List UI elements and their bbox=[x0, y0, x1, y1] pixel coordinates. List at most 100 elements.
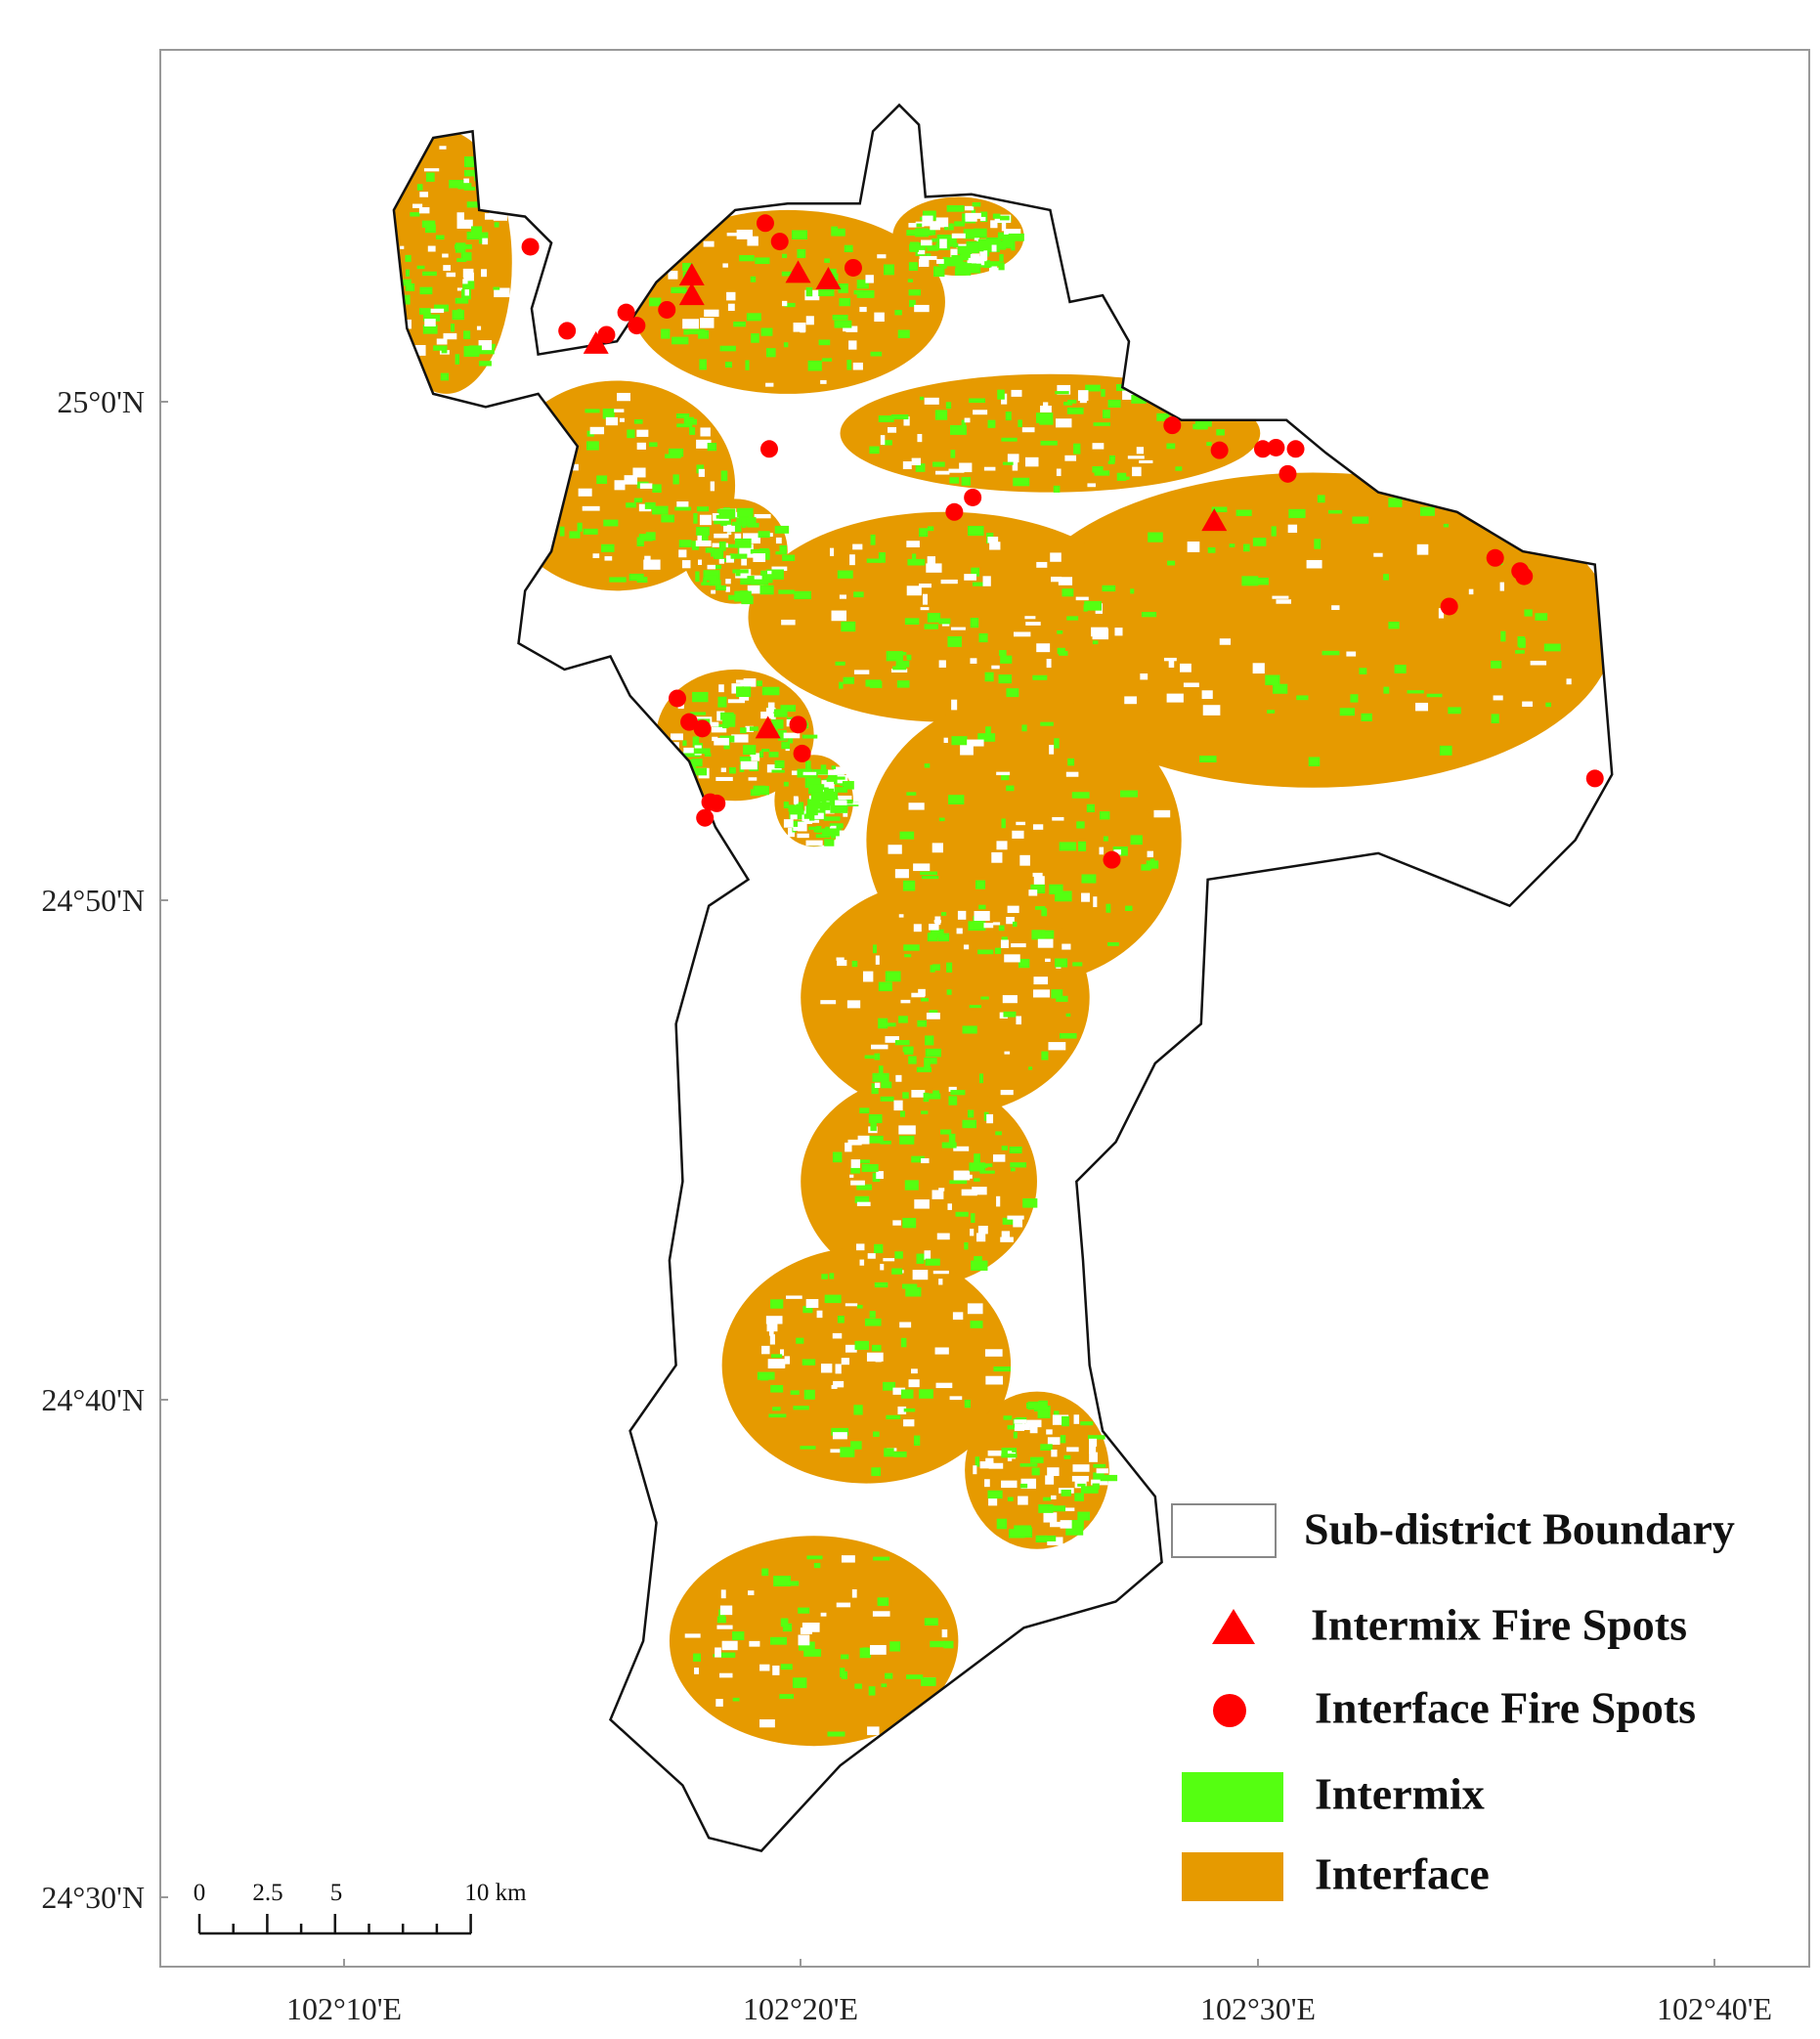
intermix-patch bbox=[1276, 599, 1292, 604]
intermix-patch bbox=[789, 808, 804, 820]
intermix-patch bbox=[874, 1082, 881, 1089]
intermix-patch bbox=[904, 1180, 919, 1191]
intermix-patch bbox=[1124, 696, 1137, 705]
intermix-patch bbox=[596, 475, 608, 485]
interface-fire-spot bbox=[617, 303, 635, 322]
gap bbox=[400, 294, 411, 305]
intermix-patch bbox=[768, 1413, 787, 1418]
intermix-patch bbox=[1031, 1467, 1040, 1476]
gap bbox=[842, 781, 854, 790]
intermix-patch bbox=[736, 686, 752, 698]
intermix-patch bbox=[1518, 637, 1526, 648]
intermix-patch bbox=[743, 533, 761, 544]
gap bbox=[835, 1364, 842, 1374]
gap bbox=[745, 360, 750, 370]
intermix-patch bbox=[1003, 1415, 1013, 1420]
intermix-patch bbox=[895, 1074, 902, 1082]
gap bbox=[1019, 1483, 1028, 1489]
intermix-patch bbox=[1093, 1472, 1105, 1483]
intermix-patch bbox=[859, 306, 867, 313]
intermix-patch bbox=[718, 508, 736, 519]
gap bbox=[866, 1352, 884, 1362]
intermix-patch bbox=[1003, 1011, 1017, 1018]
gap bbox=[862, 971, 874, 982]
gap bbox=[1086, 803, 1095, 813]
gap bbox=[853, 591, 864, 598]
gap bbox=[804, 777, 821, 789]
longitude-label: 102°40'E bbox=[1657, 1991, 1772, 2026]
interface-fire-spot bbox=[1103, 850, 1121, 869]
intermix-patch bbox=[1019, 854, 1030, 866]
intermix-patch bbox=[851, 960, 858, 968]
intermix-patch bbox=[1074, 1493, 1084, 1501]
intermix-patch bbox=[980, 996, 989, 1000]
gap bbox=[806, 1555, 823, 1560]
gap bbox=[790, 1390, 800, 1395]
intermix-patch bbox=[665, 454, 681, 458]
intermix-patch bbox=[906, 586, 922, 596]
intermix-patch bbox=[748, 777, 758, 781]
gap bbox=[1015, 1423, 1030, 1430]
gap bbox=[781, 619, 796, 626]
intermix-patch bbox=[951, 699, 958, 711]
intermix-patch bbox=[1131, 394, 1147, 404]
intermix-patch bbox=[920, 239, 932, 246]
intermix-patch bbox=[1207, 546, 1216, 553]
gap bbox=[975, 1456, 980, 1467]
intermix-patch bbox=[969, 398, 985, 404]
intermix-patch bbox=[1045, 1475, 1055, 1485]
intermix-patch bbox=[955, 261, 968, 270]
intermix-patch bbox=[585, 409, 600, 413]
gap bbox=[841, 621, 856, 632]
intermix-patch bbox=[831, 226, 839, 237]
intermix-patch bbox=[853, 289, 864, 295]
gap bbox=[805, 1299, 819, 1309]
gap bbox=[1039, 419, 1054, 425]
intermix-patch bbox=[1060, 1520, 1072, 1529]
intermix-patch bbox=[926, 563, 942, 573]
intermix-patch bbox=[1043, 1512, 1058, 1523]
intermix-patch bbox=[727, 716, 736, 727]
intermix-patch bbox=[759, 1719, 775, 1728]
intermix-patch bbox=[824, 788, 835, 799]
intermix-patch bbox=[812, 768, 829, 775]
gap bbox=[661, 514, 674, 523]
intermix-patch bbox=[774, 525, 790, 534]
gap bbox=[767, 1359, 785, 1368]
gap bbox=[845, 1344, 857, 1353]
gap bbox=[916, 1253, 925, 1264]
gap bbox=[857, 1304, 863, 1309]
interface-fire-spot bbox=[789, 716, 807, 734]
intermix-patch bbox=[1006, 688, 1019, 698]
gap bbox=[873, 1556, 890, 1561]
intermix-patch bbox=[1439, 745, 1452, 756]
gap bbox=[788, 804, 803, 812]
intermix-patch bbox=[925, 1258, 940, 1266]
gap bbox=[920, 607, 930, 611]
intermix-patch bbox=[463, 187, 476, 191]
intermix-patch bbox=[969, 1162, 986, 1172]
gap bbox=[1352, 516, 1369, 524]
gap bbox=[972, 201, 981, 207]
intermix-patch bbox=[1080, 1486, 1099, 1494]
intermix-patch bbox=[672, 474, 679, 485]
intermix-patch bbox=[1078, 841, 1087, 851]
intermix-patch bbox=[692, 736, 700, 748]
intermix-patch bbox=[674, 506, 692, 511]
gap bbox=[849, 1174, 854, 1178]
gap bbox=[1211, 506, 1228, 512]
gap bbox=[1328, 509, 1343, 514]
gap bbox=[831, 1427, 849, 1436]
intermix-patch bbox=[471, 226, 483, 237]
intermix-patch bbox=[798, 1634, 810, 1646]
intermix-patch bbox=[961, 477, 972, 486]
intermix-patch bbox=[736, 679, 745, 683]
intermix-patch bbox=[930, 1640, 946, 1648]
gap bbox=[904, 954, 912, 958]
gap bbox=[1002, 1217, 1017, 1225]
legend-label: Sub-district Boundary bbox=[1304, 1504, 1735, 1554]
gap bbox=[1056, 995, 1068, 1002]
intermix-patch bbox=[714, 737, 729, 746]
gap bbox=[767, 702, 775, 710]
gap bbox=[422, 271, 437, 277]
